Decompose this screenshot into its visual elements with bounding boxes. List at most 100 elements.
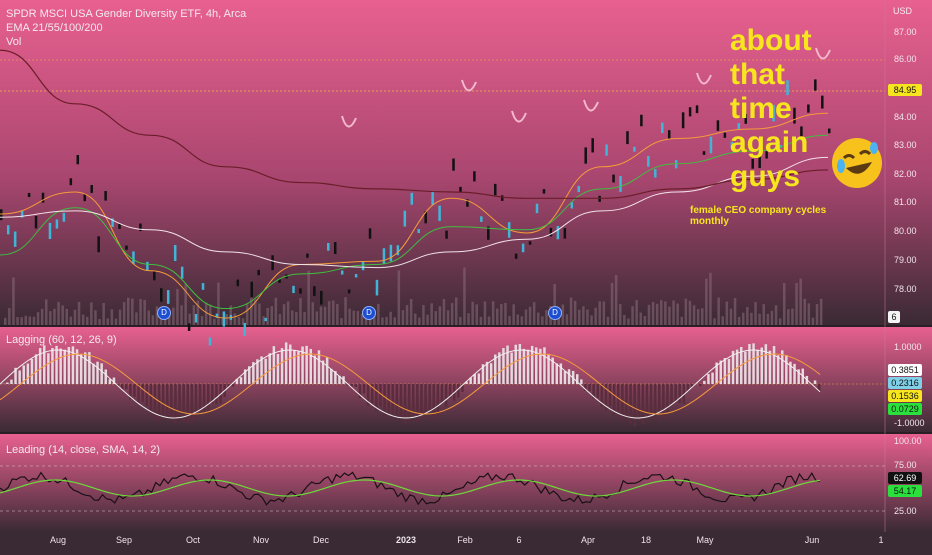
dividend-marker[interactable]: D [157, 306, 171, 320]
macd-bar [141, 384, 144, 402]
candle [104, 191, 107, 201]
lagging-value-3: 0.1536 [888, 390, 922, 402]
ema-legend[interactable]: EMA 21/55/100/200 [6, 22, 103, 34]
volume-bar [488, 316, 491, 325]
x-tick: Nov [253, 535, 269, 545]
leading-value-1: 62.69 [888, 472, 922, 484]
macd-bar [187, 384, 190, 423]
leading-value-2: 54.17 [888, 485, 922, 497]
candle [313, 286, 316, 296]
candle [828, 129, 831, 134]
volume-bar [234, 313, 237, 325]
dividend-marker[interactable]: D [548, 306, 562, 320]
candle [529, 241, 532, 244]
lagging-title[interactable]: Lagging (60, 12, 26, 9) [6, 334, 117, 346]
macd-bar [543, 347, 546, 384]
candle [543, 189, 546, 193]
volume-bar [119, 310, 122, 325]
candle [223, 311, 226, 326]
leading-y-tick: 100.00 [894, 436, 922, 446]
y-tick: 87.00 [894, 27, 917, 37]
volume-bar [574, 301, 577, 325]
macd-bar [10, 380, 13, 384]
candle [724, 133, 727, 138]
macd-bar [305, 346, 308, 384]
candle [35, 216, 38, 228]
candle [70, 178, 73, 185]
volume-bar [648, 305, 651, 325]
lagging-value-4: 0.0729 [888, 403, 922, 415]
candle [42, 193, 45, 203]
y-tick: 81.00 [894, 197, 917, 207]
volume-bar [787, 309, 790, 325]
volume-bar [754, 302, 757, 325]
macd-bar [18, 370, 21, 384]
candle [473, 171, 476, 181]
macd-bar [580, 379, 583, 384]
volume-bar [582, 306, 585, 325]
candle [445, 231, 448, 239]
volume-bar [426, 315, 429, 325]
annotation-line: that [730, 58, 785, 92]
macd-bar [588, 384, 591, 391]
volume-bar [808, 303, 811, 325]
annotation-line: time [730, 92, 792, 126]
volume-bar [689, 301, 692, 325]
macd-bar [724, 358, 727, 384]
volume-bar [320, 307, 323, 325]
volume-bar [90, 302, 93, 325]
volume-bar [123, 302, 126, 325]
macd-bar [51, 348, 54, 384]
volume-bar [463, 268, 466, 325]
volume-bar [681, 317, 684, 325]
volume-bar [377, 304, 380, 325]
candle [612, 175, 615, 183]
volume-bar [74, 310, 77, 325]
macd-bar [146, 384, 149, 406]
dividend-marker[interactable]: D [362, 306, 376, 320]
candle [807, 104, 810, 112]
candle [174, 245, 177, 261]
candle [244, 323, 247, 336]
volume-bar [685, 299, 688, 325]
macd-bar [191, 384, 194, 422]
volume-bar [816, 304, 819, 325]
macd-bar [396, 384, 399, 420]
volume-bar [98, 319, 101, 325]
volume-bar [394, 317, 397, 325]
volume-bar [521, 316, 524, 325]
macd-bar [109, 379, 112, 384]
volume-bar [422, 305, 425, 325]
candle [49, 223, 52, 239]
volume-bar [148, 311, 151, 325]
macd-bar [633, 384, 636, 426]
macd-bar [793, 364, 796, 384]
candle [209, 337, 212, 345]
volume-bar [25, 316, 28, 325]
candle [452, 158, 455, 170]
volume-bar [726, 302, 729, 325]
volume-bar [53, 309, 56, 325]
macd-bar [761, 348, 764, 384]
candle [682, 112, 685, 128]
volume-bar [652, 302, 655, 325]
macd-bar [92, 364, 95, 384]
volume-bar [508, 316, 511, 325]
leading-title[interactable]: Leading (14, close, SMA, 14, 2) [6, 444, 160, 456]
macd-bar [445, 384, 448, 407]
volume-bar [37, 312, 40, 325]
candle [661, 123, 664, 133]
x-tick: Jun [805, 535, 820, 545]
candle [536, 204, 539, 213]
vol-legend[interactable]: Vol [6, 36, 21, 48]
macd-bar [351, 384, 354, 386]
candle [90, 185, 93, 193]
candle [306, 254, 309, 258]
candle [494, 184, 497, 195]
volume-bar [820, 299, 823, 325]
macd-bar [330, 369, 333, 384]
volume-bar [86, 317, 89, 325]
candle [564, 228, 567, 239]
